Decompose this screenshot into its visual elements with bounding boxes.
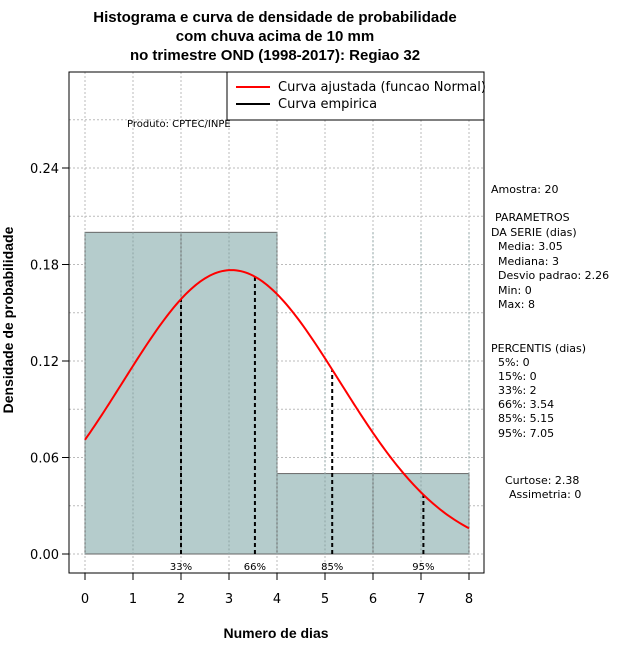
stat-p85: 85%: 5.15 [498,412,554,425]
x-tick-label-5: 5 [321,592,329,607]
y-tick-label-3: 0.18 [30,259,59,274]
legend-label-empirical: Curva empirica [278,97,377,112]
stat-min: Min: 0 [498,284,532,297]
x-axis-label: Numero de dias [223,625,328,641]
legend-label-normal: Curva ajustada (funcao Normal) [278,80,486,95]
x-tick-label-2: 2 [177,592,185,607]
y-tick-label-2: 0.12 [30,355,59,370]
normal-curve-layer [84,269,470,530]
percentile-label-0: 33% [170,562,192,573]
params-header-1: PARAMETROS [495,211,570,224]
stat-max: Max: 8 [498,298,535,311]
x-tick-label-7: 7 [417,592,425,607]
chart-title-line-1: Histograma e curva de densidade de proba… [93,9,456,26]
legend: Curva ajustada (funcao Normal) Curva emp… [226,71,486,121]
chart-title-line-2: com chuva acima de 10 mm [176,28,374,45]
normal-curve [84,269,470,530]
stat-sample: Amostra: 20 [491,183,558,196]
percentis-header: PERCENTIS (dias) [491,342,586,355]
stat-desvio: Desvio padrao: 2.26 [498,269,609,282]
histogram-bars [84,231,470,555]
stat-p95: 95%: 7.05 [498,427,554,440]
x-tick-label-4: 4 [273,592,281,607]
x-tick-label-6: 6 [369,592,377,607]
stat-media: Media: 3.05 [498,240,563,253]
x-tick-label-1: 1 [129,592,137,607]
y-tick-label-0: 0.00 [30,548,59,563]
stat-assimetria: Assimetria: 0 [509,488,581,501]
percentile-label-2: 85% [321,562,343,573]
percentile-lines: 33% 66% 85% 95% [170,276,435,573]
legend-box [226,71,485,121]
stat-p33: 33%: 2 [498,384,537,397]
stats-panel: Amostra: 20 PARAMETROS DA SERIE (dias) M… [491,183,609,501]
x-tick-label-8: 8 [465,592,473,607]
axes: 0 1 2 3 4 5 6 7 8 0.00 0.06 0.12 0.18 0.24 [30,162,473,607]
percentile-label-3: 95% [412,562,434,573]
params-header-2: DA SERIE (dias) [491,226,577,239]
stat-curtose: Curtose: 2.38 [505,474,579,487]
stat-p15: 15%: 0 [498,370,537,383]
percentile-label-1: 66% [244,562,266,573]
chart-title-line-3: no trimestre OND (1998-2017): Regiao 32 [130,47,420,64]
y-tick-label-4: 0.24 [30,162,59,177]
x-tick-label-0: 0 [81,592,89,607]
y-axis-label: Densidade de probabilidade [0,226,16,413]
y-tick-label-1: 0.06 [30,452,59,467]
product-label: Produto: CPTEC/INPE [127,119,231,130]
stat-mediana: Mediana: 3 [498,255,559,268]
stat-p66: 66%: 3.54 [498,398,554,411]
x-tick-label-3: 3 [225,592,233,607]
stat-p5: 5%: 0 [498,356,530,369]
